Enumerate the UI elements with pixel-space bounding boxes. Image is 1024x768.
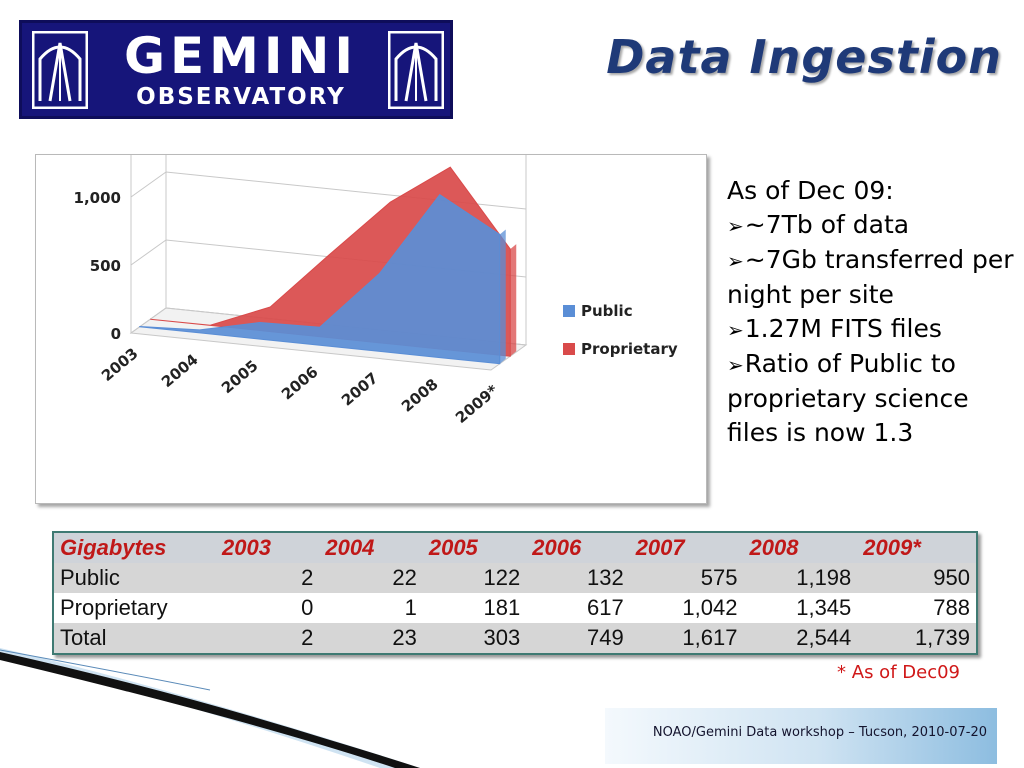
table-cell: 1,617	[682, 625, 738, 650]
column-header: 2004	[325, 535, 375, 560]
page-title: Data Ingestion	[606, 30, 1002, 84]
table-row: Total 2 23 303 749 1,617 2,544 1,739	[53, 623, 977, 654]
gigabytes-table: Gigabytes 2003 2004 2005 2006 2007 2008 …	[52, 531, 978, 655]
arrow-bullet-icon: ➢	[727, 318, 744, 342]
row-label: Proprietary	[60, 595, 168, 620]
chart-panel: 05001,0001,50020032004200520062007200820…	[35, 154, 707, 504]
table-cell: 0	[301, 595, 314, 620]
logo-wordmark: GEMINI	[123, 27, 358, 85]
table-cell: 1,739	[914, 625, 970, 650]
table-cell: 2	[301, 625, 314, 650]
table-row: Proprietary 0 1 181 617 1,042 1,345 788	[53, 593, 977, 623]
table-cell: 303	[483, 625, 521, 650]
table-cell: 1,345	[796, 595, 852, 620]
table-header-row: Gigabytes 2003 2004 2005 2006 2007 2008 …	[53, 532, 977, 563]
telescope-dome-icon	[388, 31, 444, 109]
table-row: Public 2 22 122 132 575 1,198 950	[53, 563, 977, 593]
column-header: 2007	[635, 535, 685, 560]
bullet-item: ➢Ratio of Public to proprietary science …	[727, 347, 1017, 450]
bullet-text: ~7Gb transferred per night per site	[727, 245, 1014, 309]
decorative-swoosh	[0, 648, 420, 768]
table-cell: 22	[392, 565, 417, 590]
column-header: 2006	[532, 535, 582, 560]
column-header: 2008	[749, 535, 799, 560]
table-cell: 1,042	[682, 595, 738, 620]
table-cell: 617	[586, 595, 624, 620]
series-edge-public	[499, 229, 506, 364]
table-cell: 749	[586, 625, 624, 650]
table-cell: 2,544	[796, 625, 852, 650]
row-label: Total	[60, 625, 107, 650]
column-header: 2003	[222, 535, 271, 560]
column-header: 2005	[428, 535, 478, 560]
legend-label: Proprietary	[581, 340, 678, 358]
column-header: 2009*	[863, 535, 921, 560]
bullet-item: ➢~7Gb transferred per night per site	[727, 243, 1017, 312]
summary-bullets: As of Dec 09: ➢~7Tb of data ➢~7Gb transf…	[727, 174, 1017, 450]
footnote: * As of Dec09	[837, 662, 960, 683]
bullet-text: 1.27M FITS files	[744, 314, 942, 343]
table-cell: 122	[483, 565, 521, 590]
arrow-bullet-icon: ➢	[727, 214, 744, 238]
table-cell: 2	[301, 565, 314, 590]
table-cell: 1,198	[796, 565, 852, 590]
bullet-text: ~7Tb of data	[744, 210, 910, 239]
table-cell: 181	[483, 595, 521, 620]
footer-text: NOAO/Gemini Data workshop – Tucson, 2010…	[652, 725, 987, 740]
telescope-dome-icon	[32, 31, 88, 109]
arrow-bullet-icon: ➢	[727, 249, 744, 273]
y-tick-label: 0	[111, 325, 121, 343]
table-cell: 132	[586, 565, 624, 590]
legend-swatch	[563, 343, 575, 355]
bullet-item: ➢~7Tb of data	[727, 208, 1017, 243]
table-cell: 788	[933, 595, 970, 620]
row-label: Public	[60, 565, 120, 590]
column-header: Gigabytes	[60, 535, 167, 560]
table-cell: 23	[392, 625, 417, 650]
footer-bar: NOAO/Gemini Data workshop – Tucson, 2010…	[605, 708, 997, 764]
arrow-bullet-icon: ➢	[727, 353, 744, 377]
bullet-text: Ratio of Public to proprietary science f…	[727, 349, 969, 447]
legend-label: Public	[581, 302, 633, 320]
gemini-logo: GEMINI OBSERVATORY	[19, 20, 453, 119]
logo-subtitle: OBSERVATORY	[136, 84, 346, 110]
legend-swatch	[563, 305, 575, 317]
bullet-item: ➢1.27M FITS files	[727, 312, 1017, 347]
y-tick-label: 500	[90, 257, 121, 275]
table-cell: 1	[404, 595, 417, 620]
y-tick-label: 1,000	[74, 189, 121, 207]
table-cell: 950	[933, 565, 970, 590]
area-chart: 05001,0001,50020032004200520062007200820…	[74, 155, 678, 427]
series-edge-proprietary	[510, 244, 517, 357]
bullets-intro: As of Dec 09:	[727, 176, 894, 205]
table-cell: 575	[700, 565, 738, 590]
